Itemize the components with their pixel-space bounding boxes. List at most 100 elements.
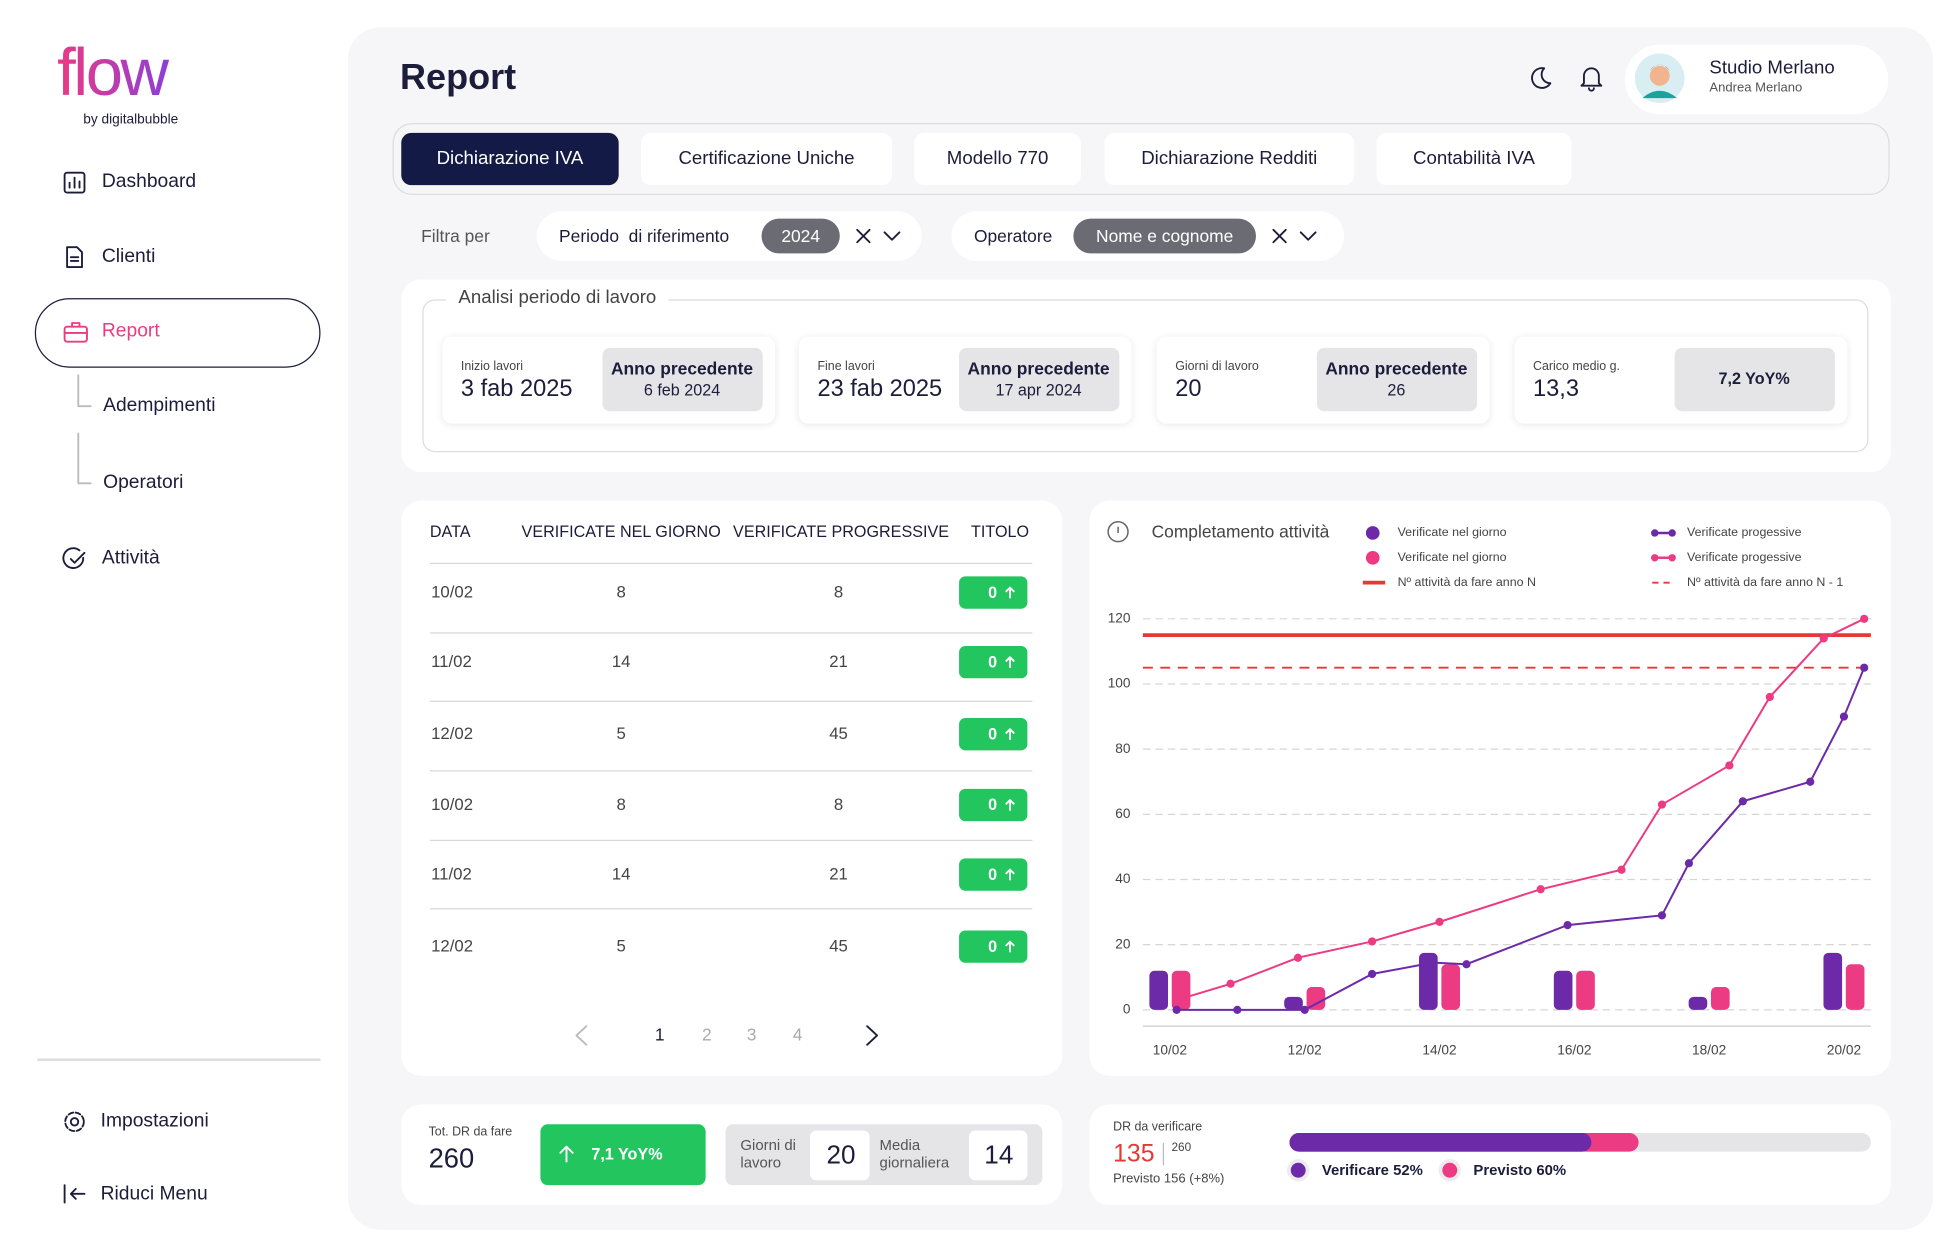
bar	[1576, 970, 1595, 1010]
avatar	[1634, 53, 1685, 104]
menu-item[interactable]: Clienti	[101, 245, 156, 267]
status-badge	[959, 930, 1028, 963]
bar	[1284, 996, 1303, 1010]
menu-item[interactable]: Dashboard	[101, 171, 197, 193]
notification-icon-part	[1580, 67, 1603, 87]
filter-chip[interactable]	[761, 218, 840, 254]
dark-mode-icon-part	[1531, 67, 1552, 89]
compare-box	[1674, 347, 1835, 412]
status-badge	[959, 576, 1028, 609]
x-tick-label: 20/02	[1827, 1043, 1861, 1058]
dropdown-icon-part	[883, 231, 901, 241]
filter[interactable]	[536, 211, 922, 261]
dropdown-icon[interactable]	[1299, 231, 1317, 241]
menu-icon	[63, 171, 86, 194]
legend-swatch	[1365, 550, 1380, 565]
menu-item[interactable]: Attività	[101, 547, 160, 569]
user-name: Studio Merlano	[1709, 57, 1835, 79]
tab-label[interactable]: Dichiarazione Redditi	[1141, 147, 1318, 169]
status-badge	[959, 646, 1028, 679]
legend-dot	[1442, 1162, 1458, 1178]
kpi-label: Fine lavori	[817, 360, 875, 374]
status-arrow-part	[1005, 728, 1015, 741]
line-point	[1368, 969, 1377, 979]
compare-value: 17 apr 2024	[995, 380, 1082, 400]
line-point	[1462, 960, 1471, 969]
menu-item[interactable]: Operatori	[103, 471, 184, 493]
prev-page[interactable]	[575, 1025, 588, 1046]
kpi-label: Giorni di lavoro	[1175, 360, 1259, 374]
bar	[1306, 987, 1326, 1010]
bar	[1441, 964, 1461, 1010]
table-header: TITOLO	[971, 522, 1030, 541]
table-cell: 12/02	[431, 724, 474, 743]
tab[interactable]	[401, 132, 619, 186]
compare-box	[1316, 347, 1478, 412]
dropdown-icon[interactable]	[883, 231, 901, 241]
filter-value[interactable]: Nome e cognome	[1096, 225, 1234, 246]
dark-mode-icon[interactable]	[1529, 67, 1552, 89]
status-badge	[959, 788, 1028, 822]
tab[interactable]	[1376, 132, 1572, 186]
tree-line-part	[77, 374, 92, 408]
line-point	[1435, 917, 1444, 926]
y-tick-label: 60	[1115, 806, 1131, 821]
clear-icon-part	[856, 228, 871, 244]
clear-icon[interactable]	[856, 228, 871, 244]
filter-value[interactable]: 2024	[781, 225, 821, 246]
status-arrow	[1005, 656, 1015, 669]
page-number[interactable]: 2	[702, 1024, 712, 1045]
chart: Completamento attività 0 20 40 60 80 100 120 10/…	[1107, 521, 1871, 1058]
notification-icon[interactable]	[1580, 66, 1603, 92]
status-value: 0	[988, 724, 998, 744]
progress-forecast: Previsto 156 (+8%)	[1113, 1171, 1225, 1187]
tree-line	[77, 432, 92, 485]
legend-swatch	[1668, 529, 1676, 537]
clear-icon[interactable]	[1272, 228, 1287, 244]
line-point	[1765, 692, 1774, 702]
kpi-value: 3 fab 2025	[460, 375, 573, 403]
menu-item[interactable]: Riduci Menu	[100, 1183, 208, 1205]
tab-label[interactable]: Certificazione Uniche	[678, 147, 855, 169]
compare-box	[959, 347, 1120, 412]
tab[interactable]	[1104, 132, 1355, 186]
menu-icon-part	[71, 322, 81, 328]
settings-icon-part	[64, 1111, 85, 1133]
menu-item[interactable]: Impostazioni	[100, 1110, 209, 1132]
menu-active-pill[interactable]	[34, 298, 321, 368]
menu-icon-part	[69, 551, 86, 564]
analysis-title: Analisi periodo di lavoro	[445, 286, 669, 310]
line-point	[1368, 937, 1377, 946]
page-number[interactable]: 1	[654, 1024, 665, 1045]
menu-item[interactable]: Adempimenti	[103, 394, 216, 416]
line-point	[1233, 1005, 1242, 1014]
tab-label[interactable]: Contabilità IVA	[1413, 147, 1535, 169]
kpi-value: 13,3	[1533, 375, 1579, 403]
tab[interactable]	[914, 132, 1081, 186]
user-role: Andrea Merlano	[1709, 80, 1803, 96]
menu-icon	[62, 547, 86, 569]
stat-label: Media giornaliera	[879, 1136, 950, 1172]
x-tick-label: 14/02	[1422, 1043, 1456, 1058]
menu-item[interactable]: Report	[101, 320, 160, 342]
status-arrow	[1005, 940, 1015, 953]
page-number[interactable]: 3	[746, 1024, 757, 1045]
status-arrow-part	[1005, 799, 1015, 811]
status-arrow	[1005, 728, 1015, 741]
tab-label[interactable]: Modello 770	[946, 147, 1049, 169]
row-separator	[429, 700, 1033, 702]
prev-page-part	[575, 1025, 588, 1046]
filter-chip[interactable]	[1073, 218, 1256, 254]
tab[interactable]	[641, 132, 892, 186]
page-number[interactable]: 4	[792, 1024, 803, 1045]
progress-label: DR da verificare	[1113, 1120, 1203, 1135]
tab-label[interactable]: Dichiarazione IVA	[436, 147, 584, 169]
stat-value: 14	[984, 1140, 1014, 1170]
progress-value: 135	[1113, 1140, 1155, 1168]
table-cell: 8	[616, 794, 626, 814]
line-point	[1428, 958, 1437, 967]
next-page[interactable]	[866, 1025, 879, 1046]
status-arrow	[1005, 868, 1015, 881]
legend-label: Verificare 52%	[1321, 1161, 1423, 1179]
